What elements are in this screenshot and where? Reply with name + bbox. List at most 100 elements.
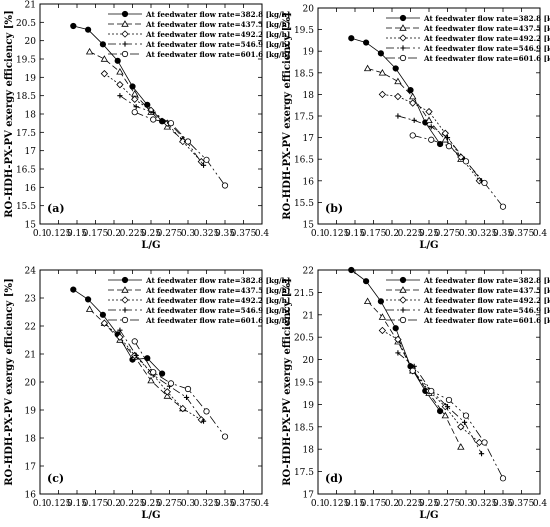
data-point bbox=[395, 350, 401, 356]
legend-marker bbox=[121, 20, 129, 27]
x-tick-label: 0.275 bbox=[435, 229, 461, 239]
x-tick-label: 0.15 bbox=[345, 499, 365, 509]
data-point bbox=[100, 319, 109, 327]
legend-entry: At feedwater flow rate=382.8 [kg/h] bbox=[145, 10, 290, 19]
data-point bbox=[114, 57, 121, 64]
x-tick-label: 0.325 bbox=[194, 499, 220, 509]
x-tick-label: 0.4 bbox=[533, 229, 548, 239]
data-point bbox=[425, 116, 433, 124]
x-tick-label: 0.275 bbox=[157, 229, 183, 239]
legend-entry: At feedwater flow rate=546.9 [kg/h] bbox=[145, 306, 290, 315]
x-tick-label: 0.25 bbox=[141, 229, 161, 239]
data-point bbox=[167, 120, 175, 127]
y-tick-label: 19.5 bbox=[16, 56, 36, 66]
x-axis-title: L/G bbox=[419, 510, 438, 521]
data-point bbox=[445, 396, 453, 404]
legend-entry: At feedwater flow rate=492.2 [kg/h] bbox=[145, 30, 290, 39]
data-point bbox=[70, 286, 77, 293]
chart-panel: 0.10.1250.150.1750.20.2250.250.2750.30.3… bbox=[282, 5, 550, 252]
data-point bbox=[478, 451, 485, 457]
x-tick-label: 0.275 bbox=[157, 499, 183, 509]
data-point bbox=[133, 352, 139, 358]
y-tick-label: 16 bbox=[25, 184, 37, 194]
data-point bbox=[394, 77, 402, 85]
x-axis-title: L/G bbox=[141, 510, 160, 521]
chart-panel: 0.10.1250.150.1750.20.2250.250.2750.30.3… bbox=[4, 1, 290, 252]
data-point bbox=[203, 156, 210, 163]
legend-entry: At feedwater flow rate=601.6 [kg/h] bbox=[423, 316, 550, 325]
y-tick-label: 20 bbox=[25, 379, 37, 389]
series-line bbox=[412, 370, 504, 479]
x-tick-label: 0.15 bbox=[67, 499, 87, 509]
data-point bbox=[167, 380, 175, 387]
legend-marker bbox=[121, 286, 129, 293]
x-tick-label: 0.175 bbox=[83, 499, 109, 509]
y-tick-label: 18.5 bbox=[16, 92, 36, 102]
data-point bbox=[131, 338, 138, 345]
x-tick-label: 0.275 bbox=[435, 499, 461, 509]
x-tick-label: 0.3 bbox=[459, 499, 474, 509]
data-point bbox=[363, 297, 372, 305]
y-tick-label: 21 bbox=[303, 311, 314, 321]
data-point bbox=[85, 296, 92, 303]
series-line bbox=[134, 111, 226, 186]
data-point bbox=[462, 158, 470, 165]
legend-entry: At feedwater flow rate=601.6 [kg/h] bbox=[423, 54, 550, 63]
legend-marker bbox=[399, 286, 407, 293]
legend-entry: At feedwater flow rate=492.2 [kg/h] bbox=[423, 296, 550, 305]
data-point bbox=[348, 35, 355, 42]
legend-marker bbox=[121, 10, 129, 18]
data-point bbox=[179, 137, 187, 146]
data-point bbox=[99, 41, 107, 48]
x-tick-label: 0.225 bbox=[120, 499, 146, 509]
y-tick-label: 19.5 bbox=[294, 26, 314, 36]
data-point bbox=[70, 22, 77, 30]
data-point bbox=[394, 92, 402, 101]
legend-entry: At feedwater flow rate=437.5 [kg/h] bbox=[423, 286, 550, 295]
legend-entry: At feedwater flow rate=437.5 [kg/h] bbox=[145, 20, 290, 29]
data-point bbox=[377, 298, 384, 305]
y-tick-label: 18 bbox=[25, 111, 37, 121]
y-tick-label: 18 bbox=[303, 91, 315, 101]
data-point bbox=[411, 363, 417, 369]
series-line bbox=[397, 352, 482, 454]
legend-marker bbox=[122, 307, 128, 313]
data-point bbox=[445, 143, 453, 150]
y-tick-label: 22 bbox=[25, 323, 36, 333]
data-point bbox=[117, 327, 123, 333]
data-point bbox=[363, 64, 372, 72]
legend-entry: At feedwater flow rate=382.8 [kg/h] bbox=[423, 14, 550, 23]
x-tick-label: 0.4 bbox=[255, 229, 270, 239]
legend-marker bbox=[399, 296, 407, 304]
x-tick-label: 0.2 bbox=[107, 229, 121, 239]
y-tick-label: 18.5 bbox=[294, 69, 314, 79]
x-tick-label: 0.3 bbox=[181, 229, 196, 239]
data-point bbox=[116, 81, 124, 89]
legend-marker bbox=[121, 30, 129, 38]
x-tick-label: 0.175 bbox=[361, 499, 387, 509]
data-point bbox=[163, 388, 171, 396]
chart-panel: 0.10.1250.150.1750.20.2250.250.2750.30.3… bbox=[282, 267, 550, 522]
y-tick-label: 17.5 bbox=[294, 113, 314, 123]
legend-marker bbox=[122, 41, 128, 47]
y-tick-label: 17.5 bbox=[16, 129, 36, 139]
data-point bbox=[395, 113, 401, 119]
data-point bbox=[378, 326, 387, 335]
y-tick-label: 15.5 bbox=[16, 202, 36, 212]
x-tick-label: 0.35 bbox=[493, 229, 513, 239]
data-point bbox=[392, 65, 399, 72]
legend-marker bbox=[121, 316, 129, 324]
x-tick-label: 0.375 bbox=[509, 229, 535, 239]
y-tick-label: 15 bbox=[303, 221, 315, 231]
x-tick-label: 0.1 bbox=[33, 229, 47, 239]
series-line bbox=[119, 95, 204, 166]
data-point bbox=[348, 266, 355, 274]
x-tick-label: 0.1 bbox=[33, 499, 47, 509]
legend-entry: At feedwater flow rate=437.5 [kg/h] bbox=[145, 286, 290, 295]
y-tick-label: 21 bbox=[25, 351, 36, 361]
x-tick-label: 0.2 bbox=[107, 499, 121, 509]
data-point bbox=[116, 68, 124, 75]
data-point bbox=[133, 104, 139, 110]
y-tick-label: 15.5 bbox=[294, 199, 314, 209]
y-tick-label: 20 bbox=[303, 356, 315, 366]
